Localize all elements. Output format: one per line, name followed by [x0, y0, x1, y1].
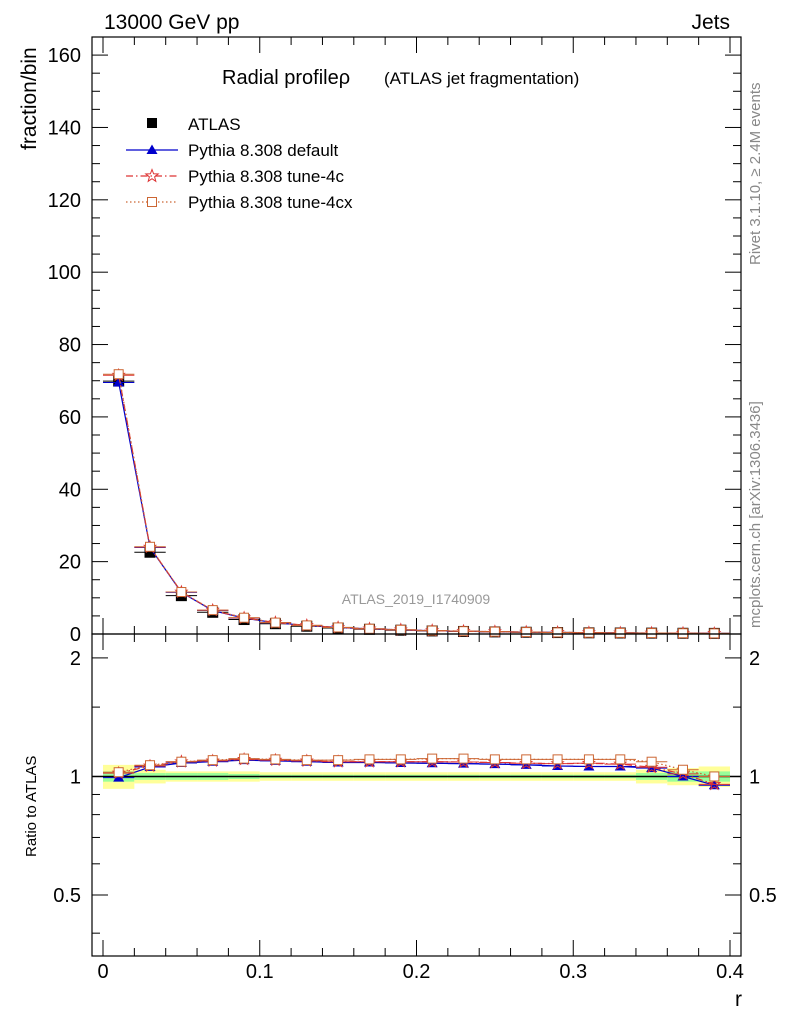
- ratio-point: [709, 771, 720, 782]
- analysis-label: ATLAS_2019_I1740909: [342, 591, 491, 607]
- data-point: [583, 627, 594, 638]
- y-tick-label: 140: [48, 117, 81, 139]
- y-axis-label: fraction/bin: [18, 47, 41, 150]
- ratio-point: [239, 753, 250, 764]
- rivet-label: Rivet 3.1.10, ≥ 2.4M events: [747, 83, 764, 266]
- data-point: [709, 628, 720, 639]
- data-point: [552, 627, 563, 638]
- ratio-y-tick-label: 1: [70, 766, 81, 788]
- x-tick-label: 0: [97, 961, 108, 983]
- chart-subtitle: (ATLAS jet fragmentation): [384, 69, 579, 88]
- ratio-point: [301, 755, 312, 766]
- ratio-point: [333, 755, 344, 766]
- data-point: [427, 625, 438, 636]
- ratio-y-tick-label-right: 0.5: [749, 885, 777, 907]
- legend-marker-tune-4cx: [147, 197, 157, 207]
- y-tick-label: 120: [48, 190, 81, 212]
- x-tick-label: 0.1: [246, 961, 274, 983]
- x-axis-label: r: [735, 988, 742, 1011]
- ratio-point: [427, 753, 438, 764]
- ratio-point: [364, 754, 375, 765]
- data-point: [677, 628, 688, 639]
- legend-item-atlas: ATLAS: [147, 115, 241, 134]
- ratio-point: [521, 754, 532, 765]
- legend-label-atlas: ATLAS: [188, 115, 241, 134]
- legend-label-default: Pythia 8.308 default: [188, 141, 339, 160]
- data-point: [301, 620, 312, 631]
- data-point: [395, 624, 406, 635]
- data-point: [521, 627, 532, 638]
- data-point: [646, 628, 657, 639]
- y-tick-label: 160: [48, 45, 81, 67]
- legend-label-tune-4cx: Pythia 8.308 tune-4cx: [188, 193, 353, 212]
- y-tick-label: 0: [70, 624, 81, 646]
- ratio-data: [92, 752, 741, 791]
- legend-item-tune-4cx: Pythia 8.308 tune-4cx: [126, 193, 353, 212]
- data-point: [333, 622, 344, 633]
- ratio-point: [270, 754, 281, 765]
- y-tick-label: 80: [59, 335, 81, 357]
- y-tick-label: 20: [59, 552, 81, 574]
- data-point: [458, 626, 469, 637]
- ratio-point: [615, 754, 626, 765]
- data-point: [113, 377, 125, 387]
- data-point: [615, 627, 626, 638]
- ratio-y-tick-label: 2: [70, 648, 81, 670]
- ratio-point: [552, 754, 563, 765]
- ratio-y-tick-label-right: 1: [749, 766, 760, 788]
- y-tick-label: 60: [59, 407, 81, 429]
- y-tick-label: 40: [59, 479, 81, 501]
- ratio-point: [646, 756, 657, 767]
- legend-item-default: Pythia 8.308 default: [126, 141, 339, 160]
- data-point: [489, 626, 500, 637]
- data-point: [270, 617, 281, 628]
- ratio-point: [395, 754, 406, 765]
- legend-marker-tune-4c: [144, 168, 160, 183]
- legend-label-tune-4c: Pythia 8.308 tune-4c: [188, 167, 344, 186]
- data-point: [145, 541, 156, 552]
- data-point: [364, 623, 375, 634]
- ratio-point: [207, 755, 218, 766]
- legend-item-tune-4c: Pythia 8.308 tune-4c: [126, 167, 344, 186]
- mcplots-label: mcplots.cern.ch [arXiv:1306.3436]: [747, 401, 764, 628]
- legend-marker-default: [146, 144, 158, 154]
- header-right: Jets: [691, 11, 730, 34]
- main-axis: 0 20 40 60 80 100 120 140 160: [48, 36, 741, 646]
- y-tick-label: 100: [48, 262, 81, 284]
- ratio-point: [176, 756, 187, 767]
- legend-marker-atlas: [147, 118, 157, 128]
- data-point: [207, 605, 218, 616]
- ratio-y-tick-label-right: 2: [749, 648, 760, 670]
- ratio-point: [458, 753, 469, 764]
- ratio-point: [707, 776, 722, 791]
- data-point: [144, 546, 156, 558]
- ratio-point: [583, 754, 594, 765]
- ratio-point: [489, 754, 500, 765]
- x-tick-label: 0.4: [716, 961, 744, 983]
- ratio-y-tick-label: 0.5: [53, 885, 81, 907]
- ratio-axis: 0.5 1 2 0.5 1 2 0 0.1 0.2 0.3 0.4: [53, 634, 777, 983]
- x-tick-label: 0.2: [403, 961, 431, 983]
- data-point: [176, 587, 187, 598]
- x-tick-label: 0.3: [559, 961, 587, 983]
- legend: ATLAS Pythia 8.308 default Pythia 8.308 …: [126, 115, 353, 212]
- ratio-point: [113, 767, 124, 778]
- header-left: 13000 GeV pp: [104, 11, 239, 34]
- ratio-frame: [91, 633, 742, 957]
- ratio-point: [145, 760, 156, 771]
- data-point: [113, 369, 124, 380]
- chart-title: Radial profileρ: [222, 67, 350, 89]
- data-point: [239, 612, 250, 623]
- ratio-y-axis-label: Ratio to ATLAS: [23, 756, 40, 857]
- ratio-point: [677, 764, 688, 775]
